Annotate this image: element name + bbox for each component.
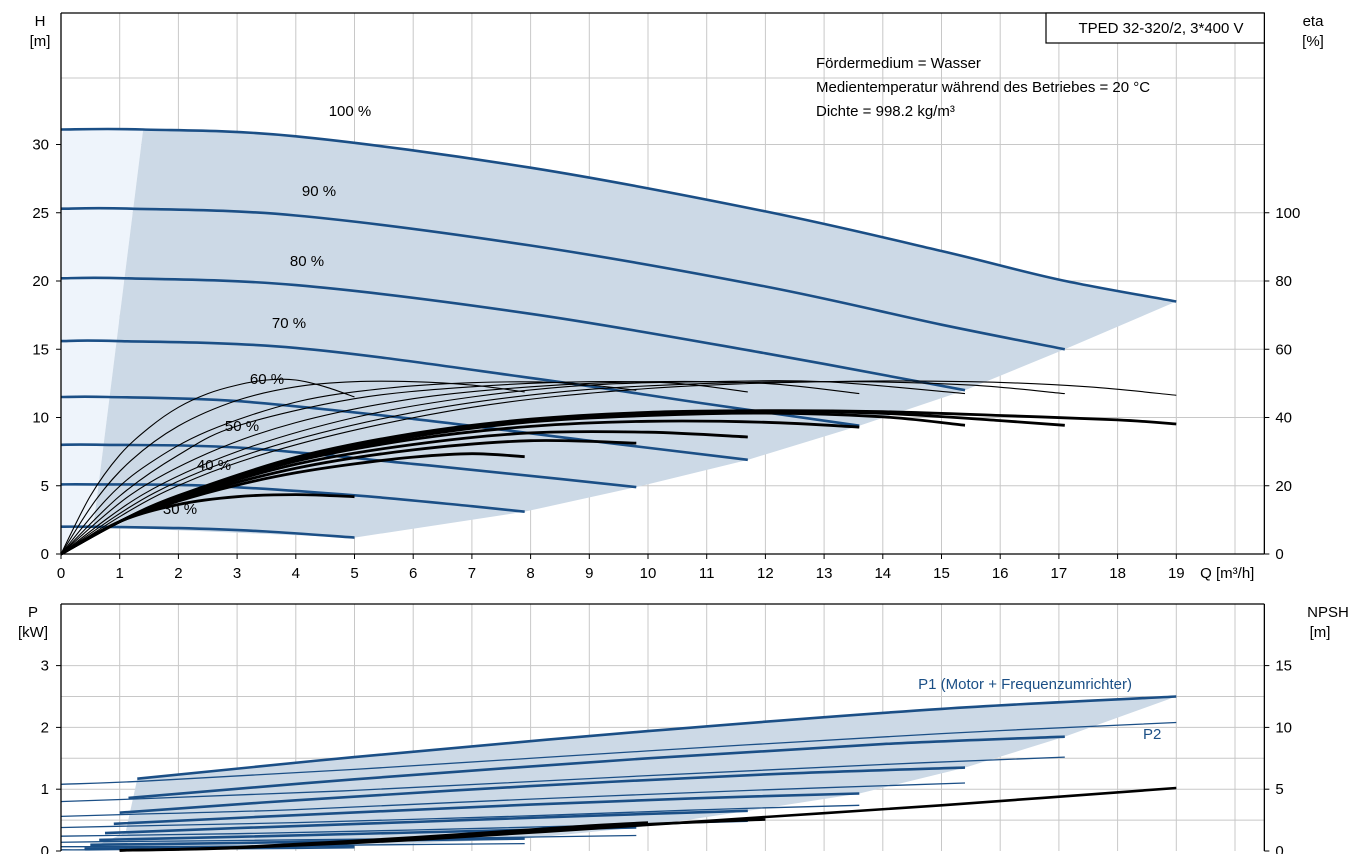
chart-title: TPED 32-320/2, 3*400 V (1078, 20, 1243, 37)
head-curve-90pct (60, 206, 1066, 351)
efficiency-curve (60, 409, 1177, 556)
p-axis-label: P (28, 604, 38, 621)
q-axis-label: Q [m³/h] (1200, 565, 1254, 582)
title-box (1045, 12, 1265, 44)
p1-curve (90, 837, 525, 847)
eta-axis-label: eta (1303, 13, 1325, 30)
eta-tick-label: 60 (1275, 341, 1292, 358)
speed-label: 80 % (290, 253, 324, 270)
p-tick-label: 0 (41, 843, 49, 854)
h-tick-label: 0 (41, 546, 49, 563)
p1-curve (137, 695, 1177, 780)
head-curve-40pct (60, 483, 525, 513)
p1-curve (119, 766, 966, 814)
q-tick-label: 13 (816, 565, 833, 582)
p-axis-unit: [kW] (18, 624, 48, 641)
eta-tick-label: 40 (1275, 410, 1292, 427)
h-tick-label: 15 (32, 341, 49, 358)
speed-label: 70 % (272, 315, 306, 332)
q-tick-label: 16 (992, 565, 1009, 582)
npsh-tick-label: 15 (1275, 658, 1292, 675)
p2-curve (60, 782, 966, 818)
p2-curve (60, 721, 1177, 785)
q-tick-label: 8 (526, 565, 534, 582)
p2-curve (60, 834, 637, 843)
info-line: Medientemperatur während des Betriebes =… (816, 79, 1150, 96)
p-tick-label: 3 (41, 658, 49, 675)
p1-curve (128, 735, 1065, 800)
p-tick-label: 2 (41, 719, 49, 736)
q-tick-label: 2 (174, 565, 182, 582)
p2-curve (60, 756, 1065, 803)
h-tick-label: 20 (32, 273, 49, 290)
head-curve-30pct (60, 525, 355, 539)
efficiency-curve (60, 381, 1065, 555)
q-tick-label: 17 (1051, 565, 1068, 582)
p1-curve (104, 809, 748, 835)
efficiency-curve (60, 381, 637, 555)
q-tick-label: 3 (233, 565, 241, 582)
h-axis-unit: [m] (30, 33, 51, 50)
q-tick-label: 9 (585, 565, 593, 582)
q-tick-label: 5 (350, 565, 358, 582)
info-line: Dichte = 998.2 kg/m³ (816, 103, 955, 120)
q-tick-label: 12 (757, 565, 774, 582)
efficiency-curve (60, 380, 1177, 555)
npsh-curve (119, 821, 649, 852)
p2-curve (60, 804, 860, 829)
eta-tick-label: 0 (1275, 546, 1283, 563)
npsh-axis-unit: [m] (1310, 624, 1331, 641)
q-tick-label: 19 (1168, 565, 1185, 582)
eta-axis-unit: [%] (1302, 33, 1324, 50)
info-line: Fördermedium = Wasser (816, 55, 981, 72)
q-tick-label: 18 (1109, 565, 1126, 582)
q-tick-label: 14 (874, 565, 891, 582)
npsh-tick-label: 0 (1275, 843, 1283, 854)
speed-label: 100 % (329, 103, 372, 120)
p1-curve (113, 792, 860, 826)
head-curve-100pct (60, 127, 1177, 303)
npsh-axis-label: NPSH (1307, 604, 1349, 621)
q-tick-label: 0 (57, 565, 65, 582)
eta-tick-label: 80 (1275, 273, 1292, 290)
npsh-tick-label: 5 (1275, 781, 1283, 798)
npsh-tick-label: 10 (1275, 719, 1292, 736)
h-tick-label: 30 (32, 137, 49, 154)
h-tick-label: 25 (32, 205, 49, 222)
q-tick-label: 15 (933, 565, 950, 582)
p-tick-label: 1 (41, 781, 49, 798)
speed-label: 90 % (302, 183, 336, 200)
head-curve-60pct (60, 395, 748, 462)
efficiency-curve (60, 380, 966, 555)
q-tick-label: 7 (468, 565, 476, 582)
h-tick-label: 10 (32, 410, 49, 427)
efficiency-curve (60, 378, 355, 555)
h-axis-label: H (35, 13, 46, 30)
eta-tick-label: 20 (1275, 478, 1292, 495)
q-tick-label: 11 (699, 565, 715, 582)
h-tick-label: 5 (41, 478, 49, 495)
p2-legend-label: P2 (1143, 726, 1161, 743)
q-tick-label: 4 (292, 565, 300, 582)
q-tick-label: 6 (409, 565, 417, 582)
q-tick-label: 1 (116, 565, 124, 582)
operating-area (93, 129, 1177, 538)
head-curve-80pct (60, 276, 966, 392)
q-tick-label: 10 (640, 565, 657, 582)
eta-tick-label: 100 (1275, 205, 1300, 222)
p1-legend-label: P1 (Motor + Frequenzumrichter) (918, 676, 1132, 693)
efficiency-curve (60, 380, 860, 555)
head-curve-70pct (60, 339, 860, 427)
efficiency-curve (60, 380, 525, 555)
